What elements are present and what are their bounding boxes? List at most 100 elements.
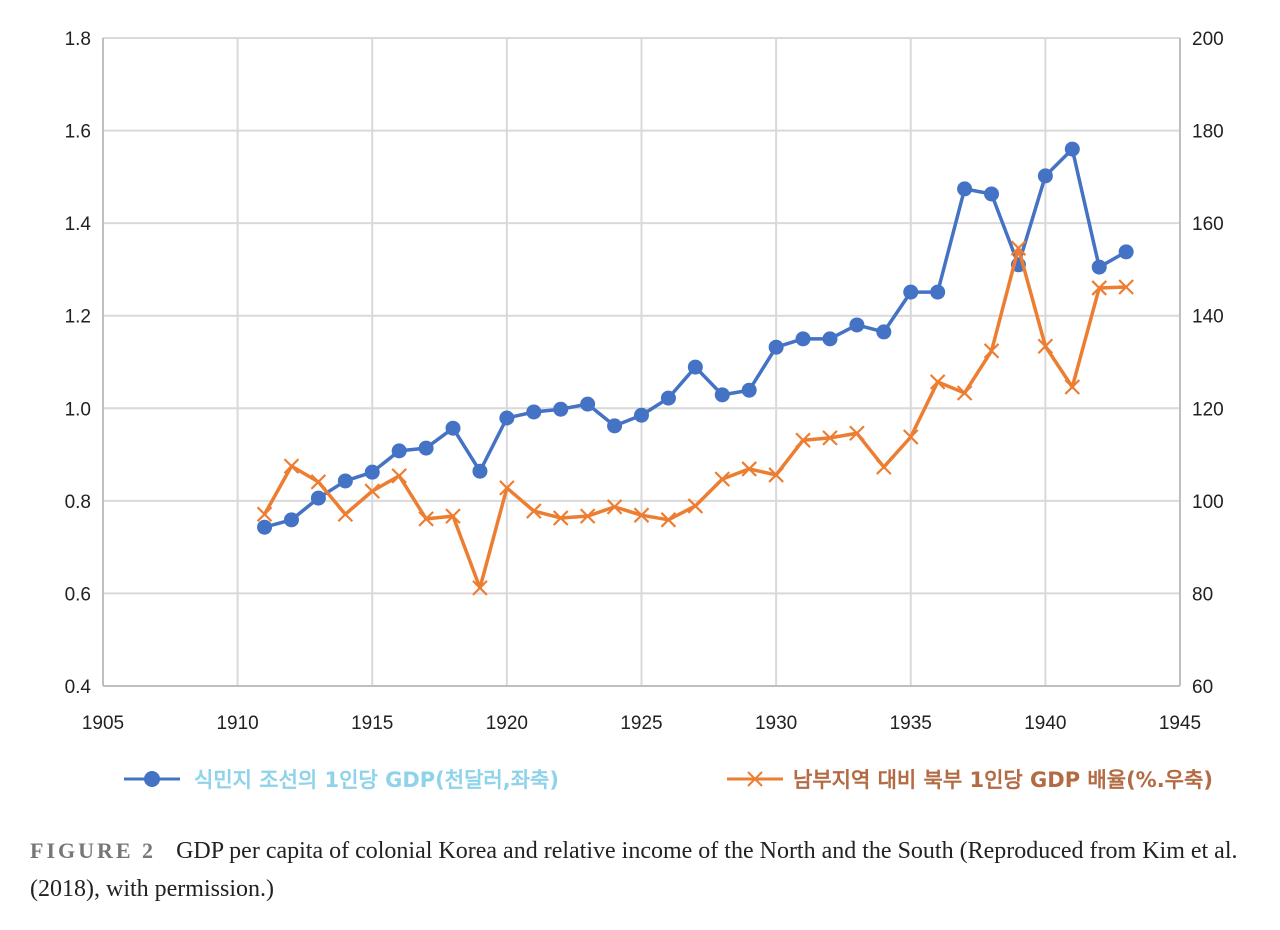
gdp-point bbox=[499, 410, 515, 426]
legend-label-ratio: 남부지역 대비 북부 1인당 GDP 배율(%.우축) bbox=[793, 768, 1213, 792]
gdp-point bbox=[849, 317, 865, 333]
x-tick-label: 1915 bbox=[351, 713, 393, 734]
gdp-point bbox=[1064, 141, 1080, 157]
ratio-point bbox=[633, 507, 650, 523]
ratio-point bbox=[768, 467, 784, 483]
x-tick-label: 1910 bbox=[216, 713, 258, 734]
ratio-point bbox=[256, 506, 273, 523]
ratio-point bbox=[499, 480, 515, 496]
ratio-point bbox=[956, 385, 973, 401]
ratio-point bbox=[822, 430, 838, 446]
ratio-point bbox=[606, 499, 623, 515]
chart: 0.4 0.6 0.8 1.0 1.2 1.4 1.6 1.8 60 80 100 120 140 160… bbox=[65, 29, 1224, 734]
ratio-point bbox=[310, 474, 327, 490]
gdp-point bbox=[903, 284, 919, 300]
y-right-tick-label: 200 bbox=[1192, 29, 1224, 50]
legend-item-gdp: 식민지 조선의 1인당 GDP(천달러,좌축) bbox=[124, 764, 559, 794]
ratio-point bbox=[687, 498, 704, 514]
gdp-point bbox=[526, 404, 542, 420]
gdp-point bbox=[634, 407, 649, 423]
y-left-tick-label: 0.4 bbox=[65, 677, 92, 698]
x-tick-label: 1930 bbox=[755, 713, 797, 734]
y-left-tick-label: 1.6 bbox=[65, 122, 91, 143]
gdp-point bbox=[364, 464, 380, 480]
gdp-point bbox=[1091, 259, 1107, 275]
ratio-point bbox=[1064, 379, 1081, 395]
gdp-point bbox=[660, 390, 676, 406]
ratio-point bbox=[902, 429, 919, 445]
gdp-point bbox=[768, 339, 784, 355]
series-line-ratio bbox=[263, 246, 1127, 590]
x-tick-label: 1935 bbox=[890, 713, 932, 734]
x-tick-label: 1945 bbox=[1159, 713, 1201, 734]
ratio-point bbox=[1037, 338, 1054, 355]
y-left-tick-label: 1.2 bbox=[65, 307, 91, 328]
legend-x-marker-icon bbox=[727, 771, 783, 787]
x-tick-label: 1940 bbox=[1024, 713, 1066, 734]
ratio-point bbox=[445, 508, 461, 524]
gdp-point bbox=[257, 519, 273, 535]
ratio-point bbox=[1010, 240, 1027, 256]
gdp-point bbox=[580, 396, 596, 412]
ratio-point bbox=[526, 503, 542, 519]
gdp-point bbox=[714, 387, 730, 403]
y-left-tick-label: 0.6 bbox=[65, 584, 91, 605]
gdp-point bbox=[984, 186, 1000, 202]
y-right-tick-label: 60 bbox=[1192, 677, 1213, 698]
gdp-point bbox=[445, 420, 461, 436]
gdp-point bbox=[418, 440, 434, 456]
ratio-point bbox=[579, 508, 596, 524]
ratio-point bbox=[1091, 280, 1107, 296]
legend-circle-marker-icon bbox=[124, 771, 180, 787]
ratio-point bbox=[472, 580, 488, 596]
ratio-point bbox=[795, 432, 811, 449]
y-right-tick-label: 120 bbox=[1192, 399, 1224, 420]
ratio-point bbox=[418, 511, 434, 527]
ratio-point bbox=[741, 461, 757, 477]
y-right-tick-label: 100 bbox=[1192, 492, 1224, 513]
gdp-point bbox=[687, 359, 703, 375]
ratio-point bbox=[1118, 279, 1134, 295]
ratio-point bbox=[929, 374, 946, 390]
gdp-point bbox=[930, 284, 946, 300]
y-left-tick-label: 1.4 bbox=[65, 214, 92, 235]
gdp-point bbox=[876, 324, 892, 340]
gdp-point bbox=[1037, 168, 1053, 184]
y-right-tick-label: 80 bbox=[1192, 584, 1213, 605]
ratio-point bbox=[714, 471, 731, 487]
gdp-point bbox=[607, 418, 623, 434]
ratio-point bbox=[364, 483, 381, 499]
gdp-point bbox=[553, 401, 569, 417]
y-right-tick-label: 180 bbox=[1192, 122, 1224, 143]
y-left-tick-label: 1.8 bbox=[65, 29, 91, 50]
x-tick-label: 1905 bbox=[82, 713, 124, 734]
gdp-point bbox=[741, 382, 757, 398]
ratio-point bbox=[660, 512, 677, 528]
legend-item-ratio: 남부지역 대비 북부 1인당 GDP 배율(%.우축) bbox=[727, 764, 1213, 794]
x-tick-label: 1920 bbox=[486, 713, 528, 734]
gdp-point bbox=[472, 463, 488, 479]
x-tick-label: 1925 bbox=[620, 713, 662, 734]
y-right-tick-label: 140 bbox=[1192, 307, 1224, 328]
gdp-point bbox=[822, 331, 838, 347]
ratio-point bbox=[983, 343, 1000, 359]
figure-label: FIGURE 2 bbox=[30, 838, 157, 863]
figure-caption: FIGURE 2 GDP per capita of colonial Korea… bbox=[30, 832, 1250, 908]
ratio-point bbox=[283, 458, 300, 474]
gdp-point bbox=[957, 181, 973, 197]
y-right-tick-label: 160 bbox=[1192, 214, 1224, 235]
y-left-tick-label: 1.0 bbox=[65, 399, 91, 420]
ratio-point bbox=[849, 425, 865, 442]
caption-text: GDP per capita of colonial Korea and rel… bbox=[30, 838, 1238, 902]
ratio-point bbox=[337, 506, 354, 523]
gdp-point bbox=[283, 512, 299, 528]
ratio-point bbox=[391, 468, 407, 484]
gdp-point bbox=[310, 490, 326, 506]
y-left-tick-label: 0.8 bbox=[65, 492, 91, 513]
ratio-point bbox=[876, 459, 892, 475]
gdp-point bbox=[391, 443, 407, 459]
gdp-point bbox=[337, 473, 353, 489]
gdp-point bbox=[1118, 244, 1134, 260]
ratio-point bbox=[552, 510, 569, 526]
gdp-point bbox=[795, 331, 811, 347]
